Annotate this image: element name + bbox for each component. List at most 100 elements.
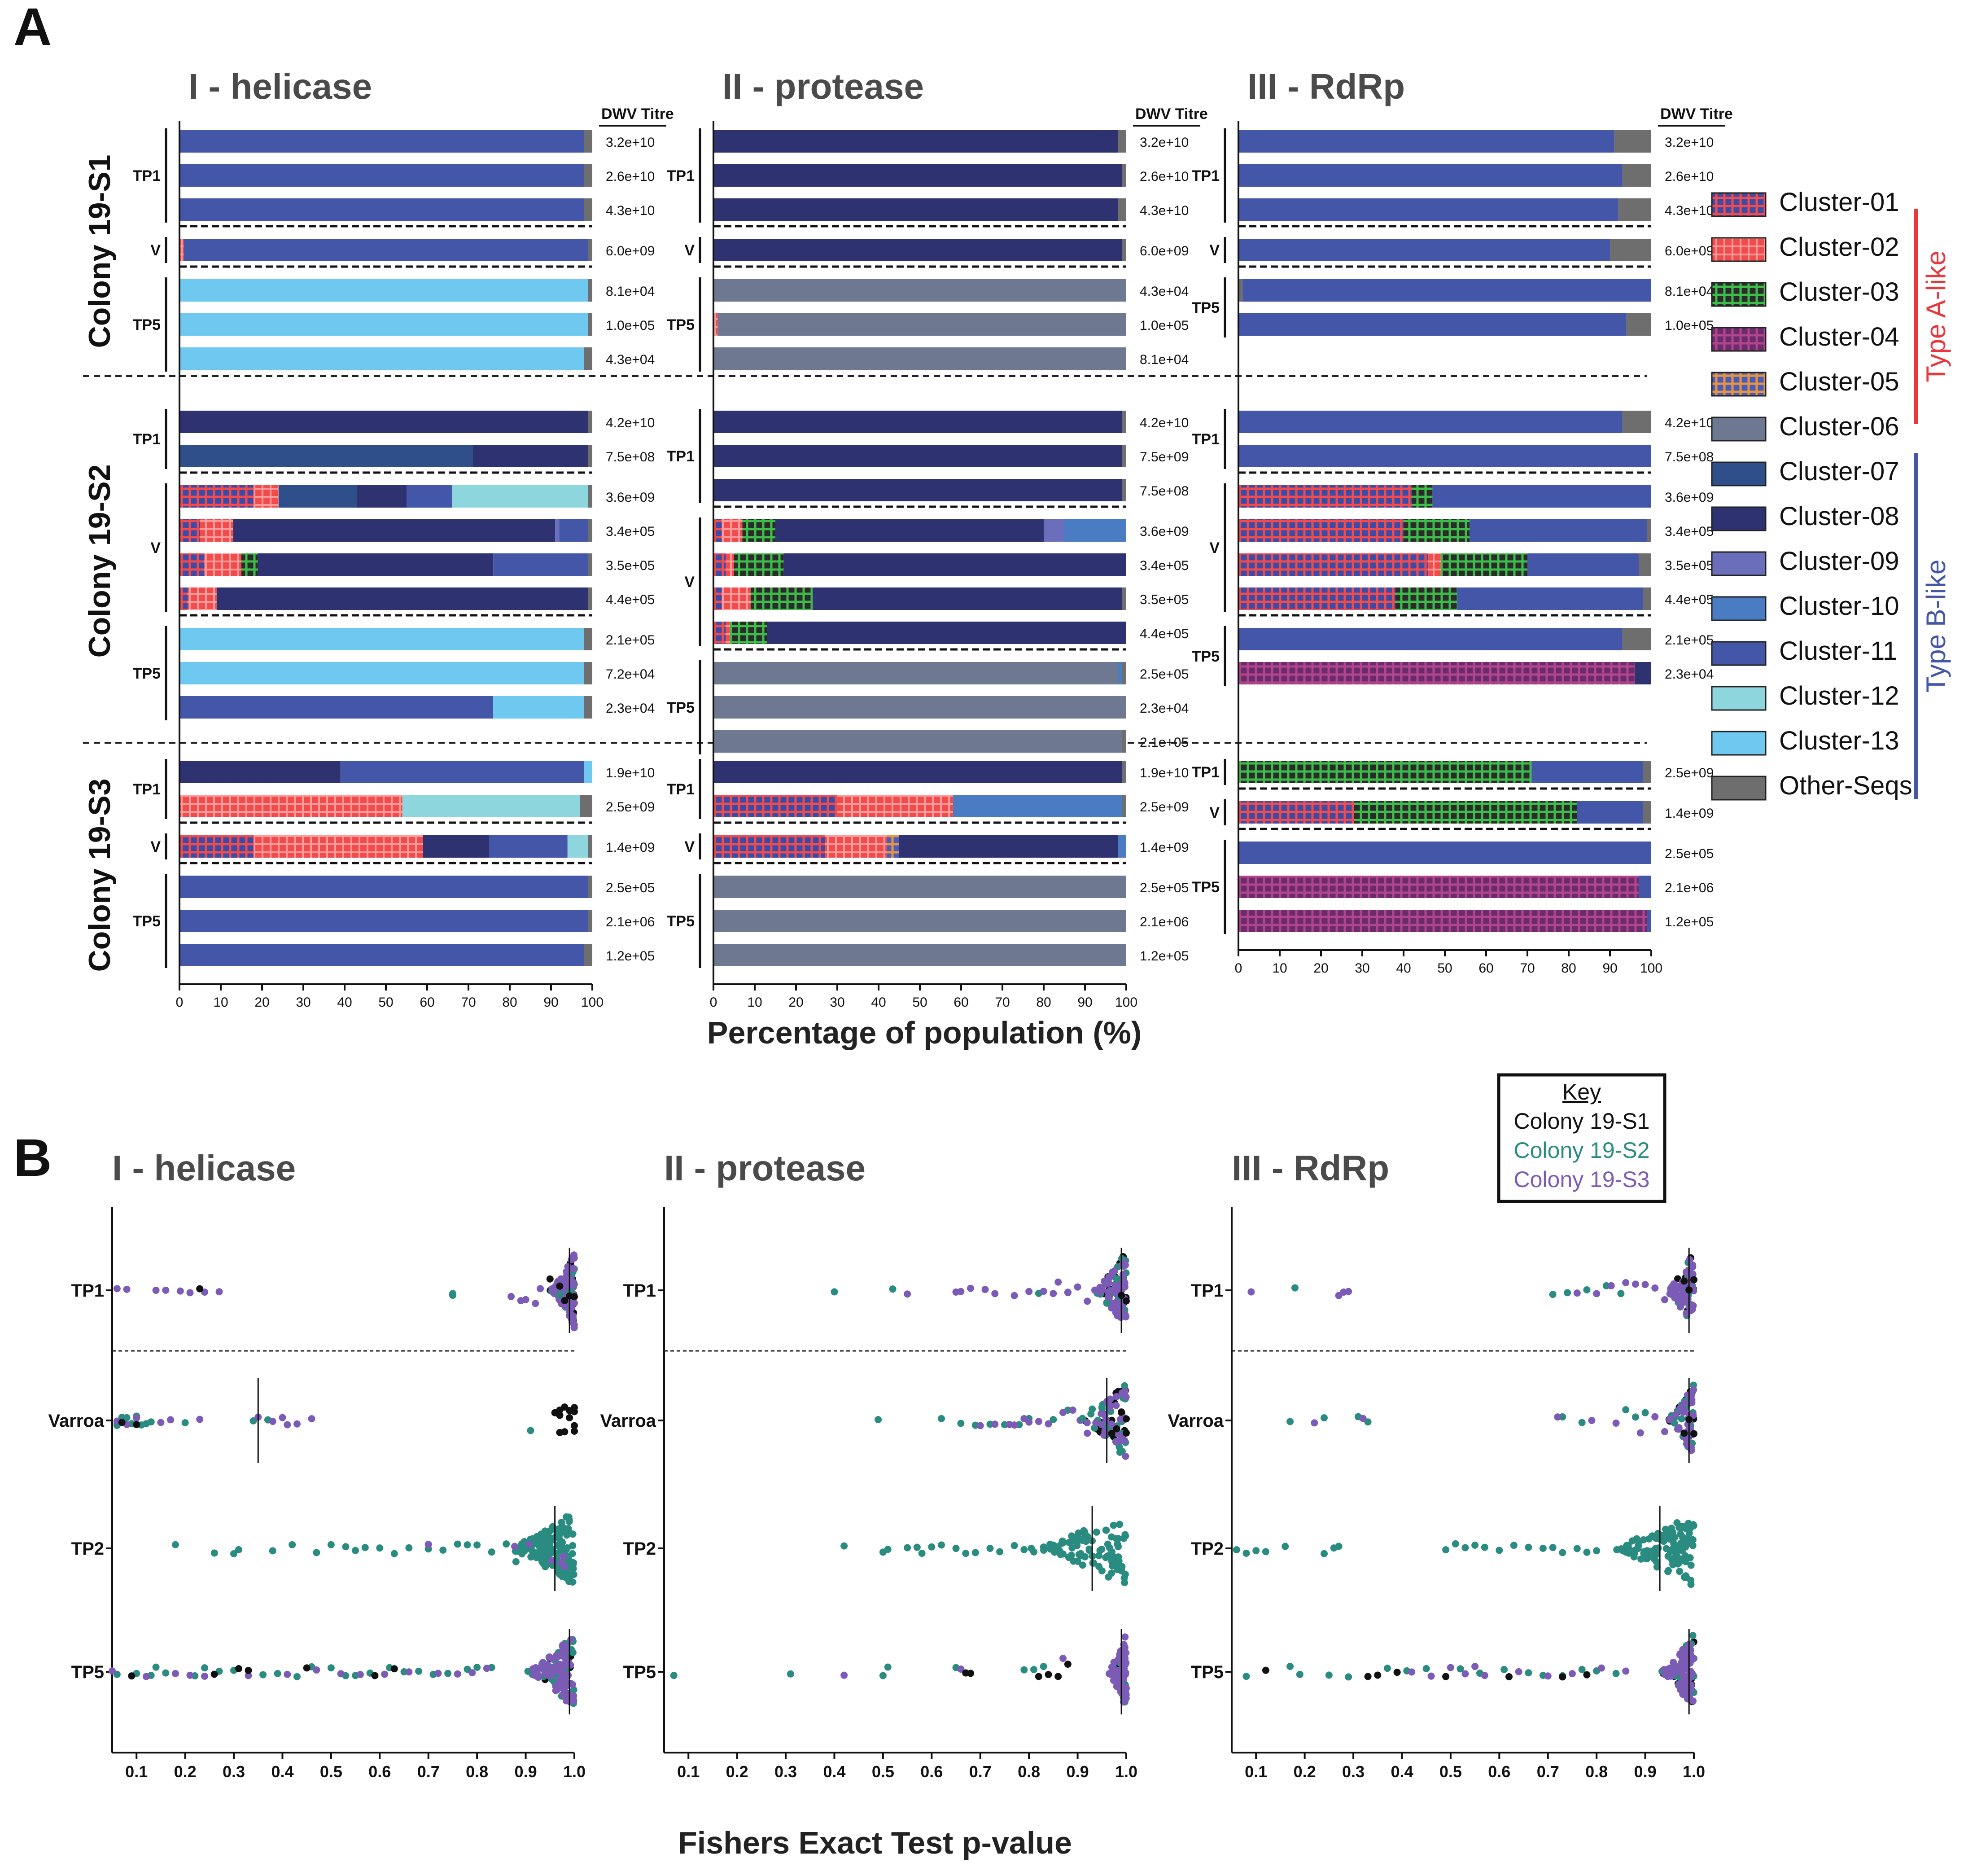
point-s2: [840, 1542, 848, 1550]
point-s2: [1612, 1670, 1620, 1677]
group-label-tp5: TP5: [133, 316, 161, 333]
bar-segment-cluster-11: [559, 519, 588, 542]
point-s2: [1452, 1540, 1459, 1547]
point-s2: [1677, 1555, 1684, 1563]
point-s3: [563, 1278, 570, 1286]
titre-header: DWV Titre: [601, 105, 674, 123]
bar-segment-cluster-08: [713, 239, 1122, 261]
point-s1: [1690, 1430, 1697, 1438]
point-s1: [1690, 1276, 1697, 1284]
point-s1: [561, 1297, 569, 1304]
bar-segment-cluster-02: [1428, 553, 1441, 576]
legend-label-cluster-13: Cluster-13: [1779, 726, 1899, 755]
point-s3: [186, 1671, 194, 1679]
x-tick-label: 60: [420, 995, 434, 1010]
bar-segment-cluster-01: [713, 622, 726, 644]
point-s3: [356, 1671, 364, 1679]
titre-value: 8.1e+04: [1665, 284, 1714, 299]
bar-segment-cluster-06: [713, 347, 1126, 370]
point-s3: [567, 1680, 575, 1688]
point-s1: [118, 1419, 126, 1426]
x-tick-label: 0.9: [1634, 1762, 1657, 1781]
point-s3: [1045, 1420, 1052, 1428]
titre-value: 2.6e+10: [1140, 169, 1189, 184]
point-s3: [507, 1293, 515, 1300]
x-tick-label: 20: [788, 995, 803, 1010]
point-s3: [1661, 1296, 1668, 1304]
point-s2: [1593, 1547, 1601, 1555]
point-s2: [503, 1540, 510, 1548]
helicase-protease-rdrp-bar-subplot: II - protease DWV Titre 3.2e+10 2.6e+10 4.3e…: [667, 66, 1208, 1010]
point-s2: [230, 1550, 238, 1557]
point-s3: [1636, 1429, 1644, 1437]
point-s2: [1074, 1537, 1082, 1545]
point-s1: [556, 1429, 564, 1436]
x-tick-label: 0.5: [320, 1762, 342, 1781]
point-s3: [957, 1288, 965, 1295]
point-s3: [1035, 1418, 1042, 1425]
x-tick-label: 0: [710, 995, 717, 1010]
bar-segment-cluster-11: [1238, 628, 1623, 650]
point-s2: [1020, 1546, 1028, 1553]
legend-swatch-cluster-10: [1711, 596, 1767, 621]
point-s2: [1641, 1409, 1649, 1416]
point-s2: [787, 1670, 794, 1678]
key-colony-s2: Colony 19-S2: [1514, 1138, 1650, 1163]
bar-segment-cluster-08: [1635, 662, 1651, 684]
key-box-border: [1497, 1073, 1667, 1203]
point-s3: [1069, 1406, 1076, 1414]
row-label-tp2: TP2: [71, 1539, 104, 1559]
type-a-label: Type A-like: [1921, 250, 1951, 382]
bar-segment-cluster-08: [713, 164, 1122, 187]
titre-value: 3.6e+09: [1140, 524, 1189, 539]
x-tick-label: 0.6: [1488, 1762, 1510, 1781]
legend-label-cluster-07: Cluster-07: [1779, 457, 1899, 486]
group-label-v: V: [1209, 804, 1220, 821]
bar-segment-cluster-06: [713, 730, 1122, 753]
row-label-tp1: TP1: [623, 1281, 656, 1301]
point-s1: [1583, 1671, 1591, 1679]
point-s3: [1678, 1668, 1686, 1675]
point-s2: [831, 1288, 838, 1296]
colony-label-3: Colony 19-S3: [83, 779, 117, 972]
x-tick-label: 30: [1355, 961, 1369, 976]
bar-segment-cluster-11: [340, 761, 584, 783]
point-s2: [1079, 1561, 1086, 1569]
bar-segment-cluster-02: [204, 553, 241, 576]
row-label-tp1: TP1: [1191, 1281, 1224, 1301]
point-s1: [1123, 1297, 1130, 1305]
point-s3: [1107, 1286, 1115, 1294]
point-s3: [167, 1416, 175, 1424]
bar-segment-cluster-03: [730, 622, 767, 644]
bar-segment-cluster-11: [1238, 130, 1614, 153]
beeswarm-subplot: II - protease 0.1 0.2 0.3 0.4 0.5 0.6 0.7 0.8 0.9…: [600, 1148, 1137, 1781]
point-s1: [1118, 1408, 1125, 1416]
point-s3: [1010, 1421, 1018, 1429]
legend-label-cluster-12: Cluster-12: [1779, 681, 1899, 710]
titre-value: 2.3e+04: [1140, 701, 1189, 716]
bar-segment-other-seqs: [588, 411, 592, 433]
point-s2: [454, 1540, 461, 1548]
point-s3: [1105, 1279, 1113, 1287]
point-s3: [967, 1284, 975, 1292]
titre-value: 2.6e+10: [606, 169, 655, 184]
bar-segment-cluster-08: [899, 835, 1118, 858]
row-label-tp2: TP2: [1191, 1539, 1224, 1559]
group-label-tp5: TP5: [667, 913, 695, 930]
bar-segment-cluster-11: [1238, 198, 1618, 221]
legend-label-cluster-09: Cluster-09: [1779, 547, 1899, 576]
titre-value: 1.0e+05: [1140, 318, 1189, 333]
x-tick-label: 70: [461, 995, 476, 1010]
bar-segment-other-seqs: [1122, 795, 1126, 817]
point-s2: [1345, 1673, 1352, 1681]
legend-swatch-cluster-11: [1711, 641, 1767, 666]
bar-segment-cluster-06: [713, 662, 1118, 684]
bar-segment-cluster-01: [179, 485, 254, 508]
legend-swatch-cluster-01: [1711, 192, 1767, 217]
bar-segment-cluster-08: [258, 553, 494, 576]
point-s2: [556, 1291, 564, 1298]
point-s3: [1113, 1393, 1120, 1400]
point-s2: [444, 1670, 452, 1677]
point-s3: [557, 1559, 565, 1566]
titre-value: 7.5e+08: [606, 450, 655, 465]
